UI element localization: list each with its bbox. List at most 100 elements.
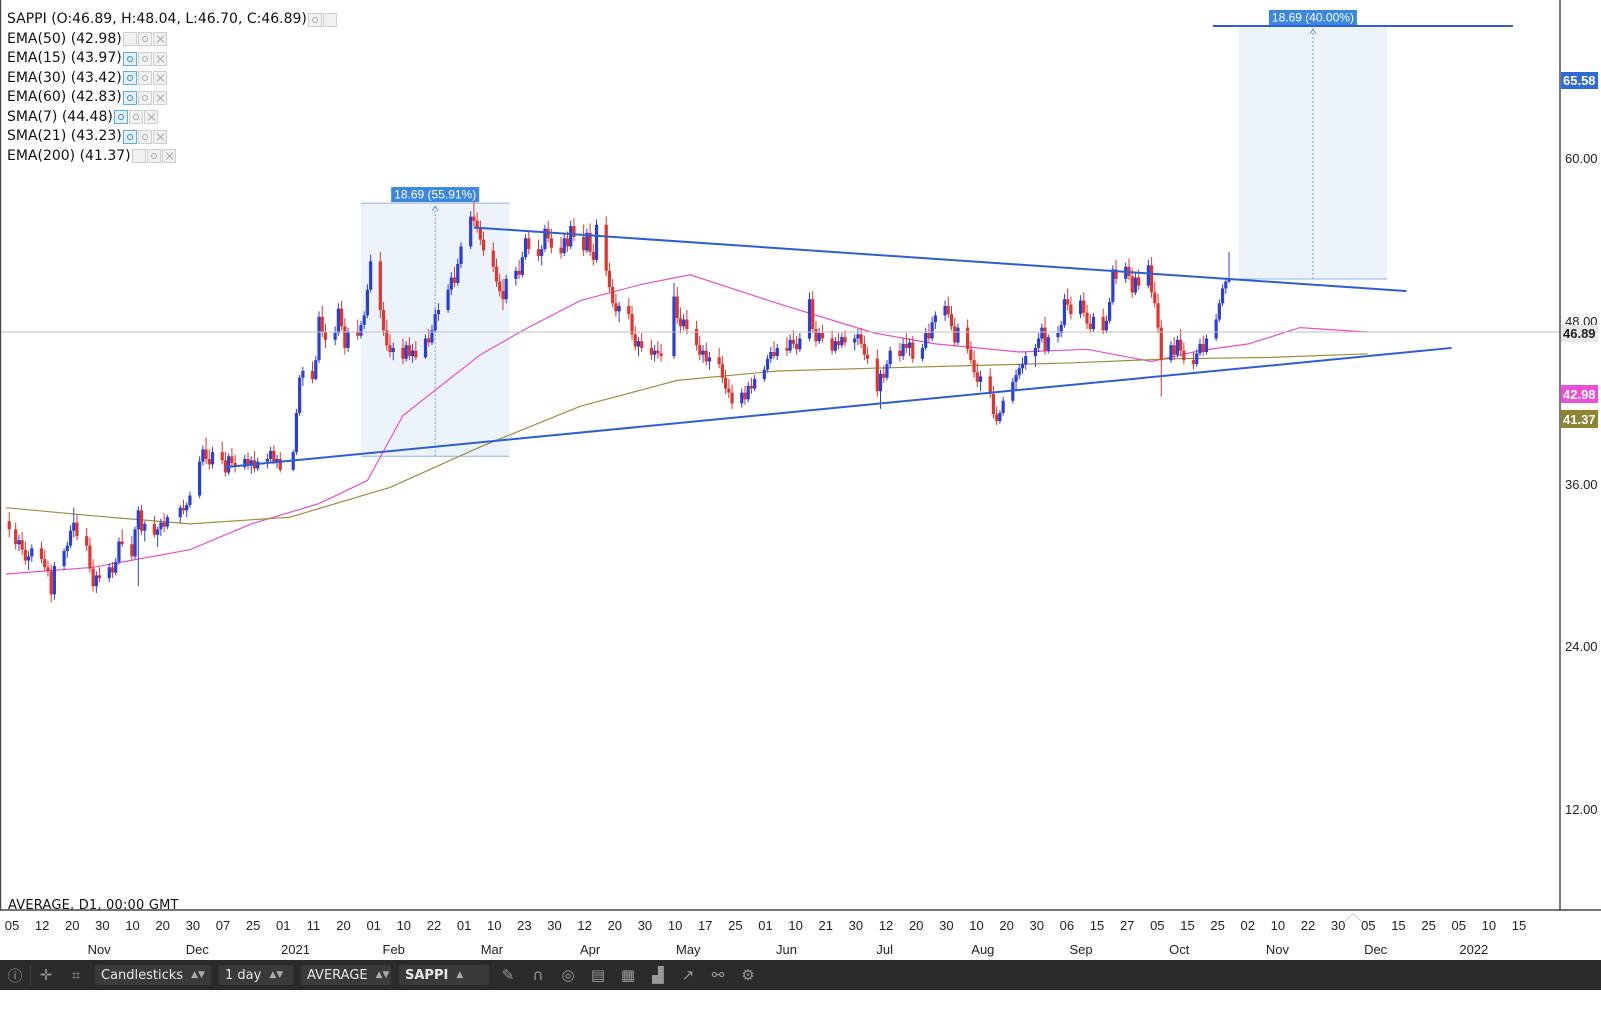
time-axis[interactable]: 05 12 20 30 10 20 30 07 25 01 11 20 01 10 22 01 10 23 30 12… <box>5 918 1526 957</box>
candle-body <box>407 345 411 357</box>
eye-icon[interactable] <box>122 90 137 105</box>
symbol-select[interactable]: SAPPI ▲ <box>399 965 489 985</box>
day-tick-label: 05 <box>1150 918 1164 933</box>
settings-gear-icon[interactable] <box>137 51 152 66</box>
trendline-layer[interactable] <box>225 24 1513 469</box>
settings-gear-icon[interactable] <box>146 149 161 164</box>
month-tick-label: Mar <box>481 942 504 957</box>
candle-body <box>230 456 234 464</box>
remove-x-icon[interactable] <box>152 32 167 47</box>
candle-body <box>720 364 724 378</box>
candle-body <box>1130 276 1134 293</box>
candle-body <box>504 278 508 300</box>
symbol-settings-icon[interactable] <box>307 12 322 27</box>
day-tick-label: 01 <box>457 918 471 933</box>
candle-body <box>740 392 744 404</box>
candle-body <box>204 449 208 459</box>
magnet-icon[interactable]: ∩ <box>532 966 544 984</box>
candle-body <box>494 266 499 282</box>
candle-body <box>1056 333 1060 338</box>
candle-body <box>659 353 663 357</box>
candle-body <box>156 529 160 535</box>
candle-body <box>991 393 996 415</box>
candle-body <box>611 287 615 304</box>
settings-gear-icon[interactable] <box>137 71 152 86</box>
remove-x-icon[interactable] <box>143 110 158 125</box>
price-axis[interactable]: 60.00 48.00 36.00 24.00 12.00 65.58 46.8… <box>1561 72 1598 817</box>
candle-body <box>769 352 773 359</box>
candle-body <box>427 338 431 343</box>
day-tick-label: 05 <box>1361 918 1375 933</box>
bottom-toolbar: ⓘ ✛ ⌗ Candlesticks ▲▼ 1 day ▲▼ AVERAGE ▲… <box>0 960 1601 990</box>
candle-body <box>565 238 570 247</box>
indicators-icon[interactable]: ▤ <box>590 966 606 984</box>
info-icon[interactable]: ⓘ <box>7 966 23 985</box>
candle-body <box>356 331 360 336</box>
candle-body <box>614 303 618 312</box>
candle-body <box>1104 320 1109 331</box>
candle-body <box>94 575 98 587</box>
candle-body <box>649 347 653 355</box>
day-tick-label: 20 <box>155 918 169 933</box>
day-tick-label: 15 <box>1391 918 1405 933</box>
candle-body <box>966 327 970 350</box>
day-tick-label: 15 <box>1180 918 1194 933</box>
eye-icon[interactable] <box>122 51 137 66</box>
hide-drawings-icon[interactable]: ◎ <box>561 966 575 984</box>
settings-gear-icon[interactable] <box>137 129 152 144</box>
gear-icon[interactable]: ⚙ <box>741 966 755 984</box>
visibility-toggle-icon[interactable] <box>131 149 146 164</box>
eye-icon[interactable] <box>122 129 137 144</box>
candle-body <box>1172 345 1176 355</box>
remove-x-icon[interactable] <box>152 71 167 86</box>
day-tick-label: 10 <box>1482 918 1496 933</box>
candle-body <box>911 342 915 359</box>
symbol-hide-icon[interactable] <box>322 12 337 27</box>
remove-x-icon[interactable] <box>152 129 167 144</box>
price-chart[interactable]: 18.69 (55.91%) 18.69 (40.00%) 60.00 48.00… <box>0 0 1601 960</box>
trend-icon[interactable]: ↗ <box>681 966 695 984</box>
chart-type-select[interactable]: Candlesticks ▲▼ <box>95 965 211 985</box>
settings-gear-icon[interactable] <box>128 110 143 125</box>
crop-icon[interactable]: ⌗ <box>71 966 81 984</box>
candle-body <box>788 339 792 351</box>
candle-body <box>772 352 776 357</box>
day-tick-label: 10 <box>668 918 682 933</box>
timeframe-select[interactable]: 1 day ▲▼ <box>219 965 293 985</box>
candle-body <box>1020 364 1025 369</box>
candle-body <box>1024 356 1028 365</box>
eye-icon[interactable] <box>122 71 137 86</box>
remove-x-icon[interactable] <box>161 149 176 164</box>
templates-icon[interactable]: ▦ <box>620 966 636 984</box>
indicator-legend: SAPPI (O:46.89, H:48.04, L:46.70, C:46.8… <box>7 10 337 166</box>
candle-body <box>636 341 641 347</box>
candle-body <box>1175 339 1179 355</box>
candle-body <box>682 319 686 327</box>
price-mode-select[interactable]: AVERAGE ▲▼ <box>301 965 391 985</box>
candle-body <box>885 364 889 378</box>
remove-x-icon[interactable] <box>152 51 167 66</box>
remove-x-icon[interactable] <box>152 90 167 105</box>
compare-icon[interactable]: ▟ <box>652 966 664 984</box>
day-tick-label: 30 <box>1331 918 1345 933</box>
candle-body <box>1069 304 1073 315</box>
eye-icon[interactable] <box>113 110 128 125</box>
scroll-marker-icon[interactable] <box>1344 913 1362 922</box>
candle-body <box>39 548 44 560</box>
day-tick-label: 20 <box>608 918 622 933</box>
candle-body <box>404 345 408 359</box>
crosshair-icon[interactable]: ✛ <box>39 966 53 984</box>
candle-body <box>901 343 905 357</box>
candle-body <box>1033 347 1038 357</box>
pencil-icon[interactable]: ✎ <box>501 966 515 984</box>
candle-body <box>627 305 631 315</box>
candle-body <box>675 296 679 319</box>
indicator-label: EMA(200) (41.37) <box>7 147 131 164</box>
day-tick-label: 25 <box>246 918 260 933</box>
candle-body <box>1220 288 1225 304</box>
settings-gear-icon[interactable] <box>137 32 152 47</box>
settings-gear-icon[interactable] <box>137 90 152 105</box>
candle-body <box>1201 343 1205 352</box>
visibility-toggle-icon[interactable] <box>122 32 137 47</box>
link-icon[interactable]: ⚯ <box>711 966 725 984</box>
